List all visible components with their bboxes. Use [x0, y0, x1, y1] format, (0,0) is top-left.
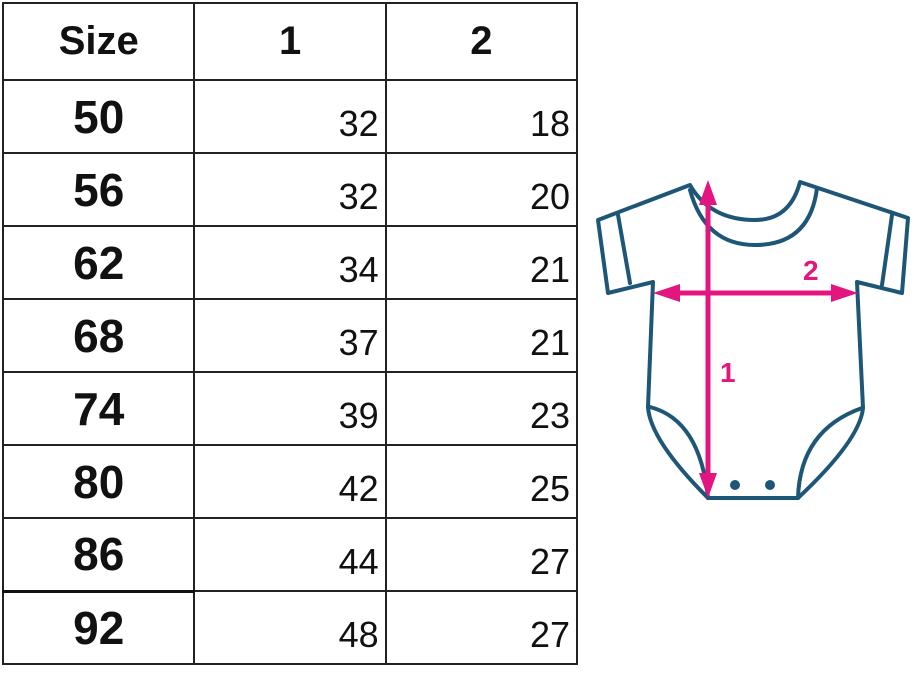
table-row: 86 44 27: [1, 517, 579, 592]
measure-2-cell: 27: [384, 517, 579, 592]
measure-1-cell: 37: [193, 298, 387, 373]
snap-dot: [765, 480, 775, 490]
measure-1-cell: 44: [193, 517, 387, 592]
bodysuit-outline: [596, 180, 910, 500]
table-row: 80 42 25: [1, 444, 579, 519]
size-cell: 62: [1, 225, 196, 300]
width-label: 2: [803, 255, 819, 286]
arrowhead-left: [653, 284, 680, 302]
measure-2-cell: 23: [384, 371, 579, 446]
measure-1-cell: 48: [193, 590, 387, 665]
size-cell: 56: [1, 152, 196, 227]
size-chart-table: Size 1 2 50 32 18 56 32 20 62 34 21 68 37 21 74 39 23 8…: [1, 2, 579, 665]
size-cell: 92: [1, 589, 196, 665]
measure-2-cell: 27: [384, 590, 579, 665]
header-2: 2: [384, 2, 579, 81]
table-header-row: Size 1 2: [1, 2, 579, 81]
arrowhead-down: [699, 473, 717, 498]
header-size: Size: [1, 2, 196, 81]
size-cell: 86: [1, 517, 196, 592]
table-row: 74 39 23: [1, 371, 579, 446]
arrowhead-up: [699, 180, 717, 205]
left-cuff: [616, 213, 632, 285]
measure-1-cell: 32: [193, 79, 387, 154]
left-leg-opening: [648, 405, 710, 500]
measure-1-cell: 42: [193, 444, 387, 519]
right-leg-opening: [796, 406, 864, 500]
size-cell: 50: [1, 79, 196, 154]
table-row: 62 34 21: [1, 225, 579, 300]
measure-1-cell: 39: [193, 371, 387, 446]
measure-1-cell: 34: [193, 225, 387, 300]
table-row: 50 32 18: [1, 79, 579, 154]
table-row: 68 37 21: [1, 298, 579, 373]
size-cell: 80: [1, 444, 196, 519]
table-row: 92 48 27: [1, 589, 579, 665]
arrowhead-right: [831, 284, 858, 302]
right-cuff: [880, 213, 894, 287]
snap-dot: [730, 480, 740, 490]
bodysuit-diagram: 1 2: [596, 180, 910, 500]
header-1: 1: [193, 2, 387, 81]
neckline-inner: [688, 186, 819, 247]
size-cell: 74: [1, 371, 196, 446]
measure-2-cell: 18: [384, 79, 579, 154]
measure-2-cell: 21: [384, 225, 579, 300]
measure-2-cell: 25: [384, 444, 579, 519]
table-row: 56 32 20: [1, 152, 579, 227]
measure-1-cell: 32: [193, 152, 387, 227]
length-label: 1: [720, 357, 736, 388]
size-cell: 68: [1, 298, 196, 373]
measure-2-cell: 20: [384, 152, 579, 227]
measure-2-cell: 21: [384, 298, 579, 373]
